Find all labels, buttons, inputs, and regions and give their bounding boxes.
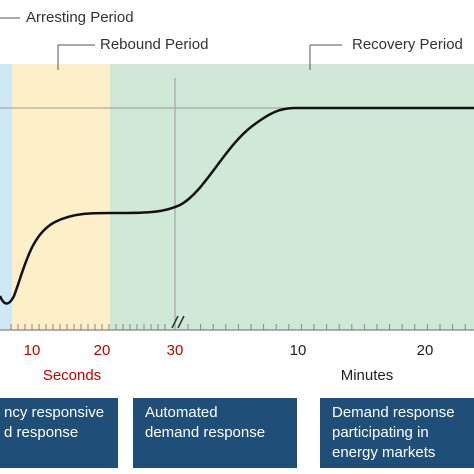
box [0,398,118,468]
box-text: Automated [145,404,218,421]
axis-break [171,315,185,329]
frequency-curve [0,106,474,305]
box-text: demand response [145,424,265,441]
tick-label: 20 [417,342,434,359]
tick-label: 10 [24,342,41,359]
rebound-band [12,64,110,330]
recovery-band [110,64,474,330]
tick-label: 30 [167,342,184,359]
box-text: d response [4,424,78,441]
box-text: Demand response [332,404,455,421]
period-label: Recovery Period [352,36,463,53]
box-text: ncy responsive [4,404,104,421]
period-label: Arresting Period [26,9,134,26]
box-text: energy markets [332,444,435,461]
box-text: participating in [332,424,429,441]
box [320,398,474,468]
period-label: Rebound Period [100,36,208,53]
tick-label: 20 [94,342,111,359]
minor-ticks [10,324,466,330]
axis-label: Minutes [341,367,394,384]
axis-label: Seconds [43,367,101,384]
arresting-band [0,64,12,330]
box [133,398,297,468]
tick-label: 10 [290,342,307,359]
